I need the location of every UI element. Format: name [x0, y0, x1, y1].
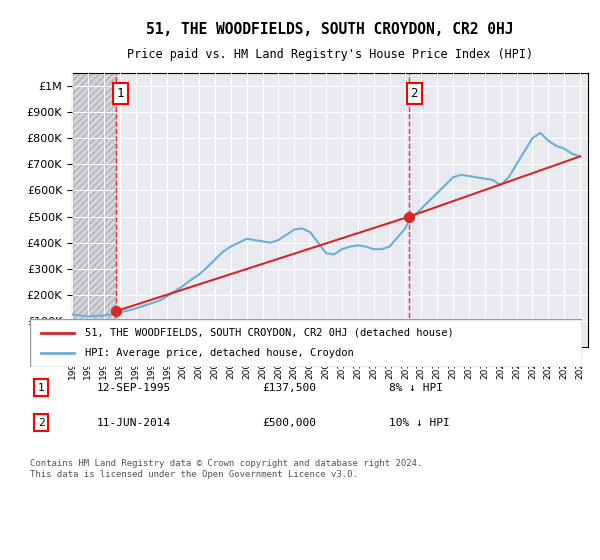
Text: £500,000: £500,000 — [262, 418, 316, 428]
Text: 1: 1 — [38, 383, 44, 393]
Text: 1: 1 — [116, 87, 124, 100]
Text: 51, THE WOODFIELDS, SOUTH CROYDON, CR2 0HJ (detached house): 51, THE WOODFIELDS, SOUTH CROYDON, CR2 0… — [85, 328, 454, 338]
Text: 51, THE WOODFIELDS, SOUTH CROYDON, CR2 0HJ: 51, THE WOODFIELDS, SOUTH CROYDON, CR2 0… — [146, 22, 514, 38]
Bar — [72, 73, 116, 347]
Text: 8% ↓ HPI: 8% ↓ HPI — [389, 383, 443, 393]
Text: Price paid vs. HM Land Registry's House Price Index (HPI): Price paid vs. HM Land Registry's House … — [127, 48, 533, 60]
FancyBboxPatch shape — [30, 319, 582, 367]
Text: 2: 2 — [410, 87, 418, 100]
Text: 11-JUN-2014: 11-JUN-2014 — [96, 418, 170, 428]
Bar — [72, 73, 116, 347]
Text: Contains HM Land Registry data © Crown copyright and database right 2024.
This d: Contains HM Land Registry data © Crown c… — [30, 459, 422, 479]
Text: 12-SEP-1995: 12-SEP-1995 — [96, 383, 170, 393]
Text: 10% ↓ HPI: 10% ↓ HPI — [389, 418, 449, 428]
Text: 2: 2 — [38, 418, 44, 428]
Text: £137,500: £137,500 — [262, 383, 316, 393]
Text: HPI: Average price, detached house, Croydon: HPI: Average price, detached house, Croy… — [85, 348, 354, 358]
